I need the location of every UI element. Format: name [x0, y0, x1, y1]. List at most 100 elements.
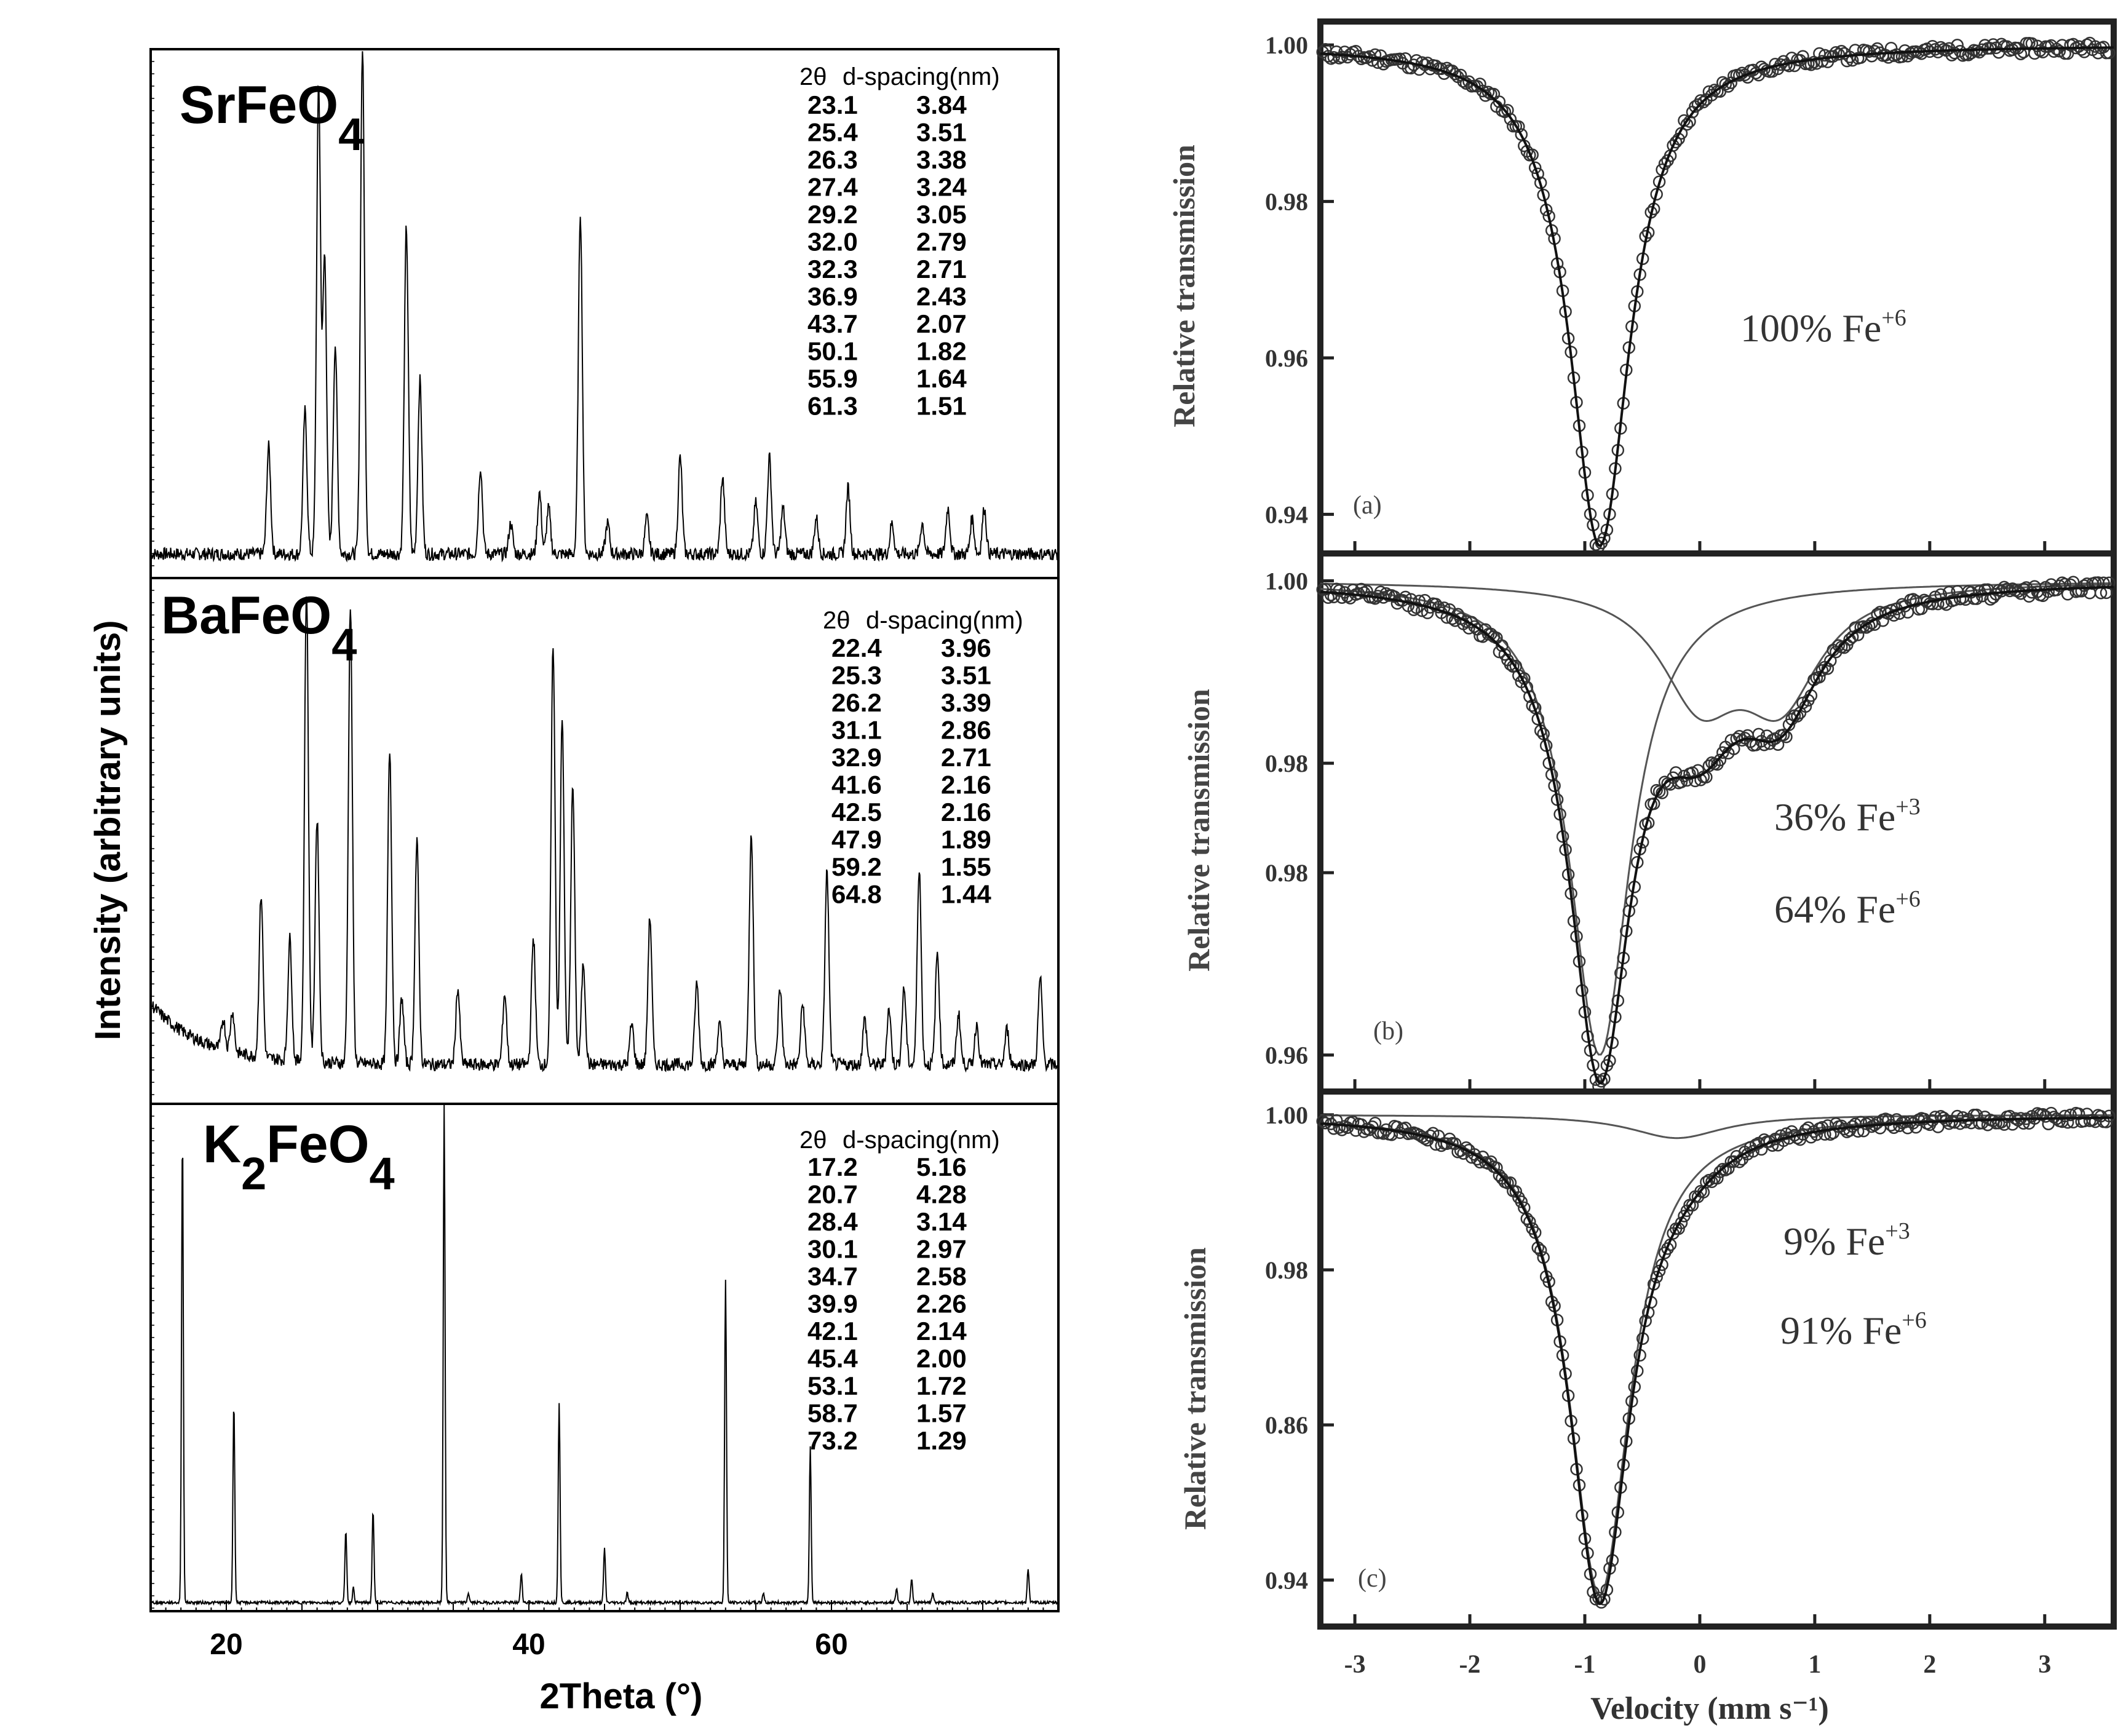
mossbauer-x-tick-label: 0 — [1693, 1651, 1706, 1679]
mossbauer-data-point — [1791, 710, 1804, 723]
table-2theta-value: 31.1 — [831, 716, 882, 745]
mossbauer-x-tick-label: 1 — [1808, 1651, 1821, 1679]
mossbauer-x-tick-label: 3 — [2038, 1651, 2051, 1679]
mossbauer-y-tick-label: 0.86 — [1265, 1411, 1308, 1439]
mossbauer-y-tick-label: 0.98 — [1265, 1256, 1308, 1284]
mossbauer-y-tick-label: 1.00 — [1265, 1101, 1308, 1129]
mossbauer-data-point — [1520, 681, 1534, 694]
xrd-x-tick-label: 20 — [210, 1628, 242, 1661]
table-2theta-value: 36.9 — [807, 282, 858, 311]
dspacing-table-k2feo4: 2θ d-spacing(nm) 17.2 5.16 20.7 4.28 28.4 3.1… — [799, 1127, 1000, 1455]
panel-label-b: (b) — [1373, 1017, 1403, 1045]
table-dspacing-value: 1.82 — [916, 337, 967, 366]
mossbauer-y-tick-label: 0.98 — [1265, 750, 1308, 777]
mossbauer-panel-c: 1.00 0.98 0.86 0.94 — [1265, 1088, 2117, 1630]
mossbauer-data-point — [2100, 1116, 2113, 1128]
mossbauer-y-tick-label: 1.00 — [1265, 31, 1308, 59]
table-2theta-value: 45.4 — [807, 1344, 858, 1373]
xrd-trace-srfeo4 — [150, 51, 1058, 563]
table-2theta-value: 25.3 — [831, 661, 882, 690]
mossbauer-data-point — [1595, 1075, 1608, 1088]
mossbauer-data-point — [1887, 609, 1900, 622]
mossbauer-data-point — [1523, 1215, 1536, 1229]
xrd-trace-bafeo4 — [150, 597, 1058, 1073]
mossbauer-fit-curve — [1320, 1116, 2114, 1606]
table-dspacing-value: 2.79 — [916, 228, 967, 256]
mossbauer-data-point — [1813, 670, 1826, 684]
annotation-b-fe6: 64% Fe+6 — [1774, 886, 1921, 931]
xrd-x-tick-label: 40 — [512, 1628, 545, 1661]
table-2theta-value: 43.7 — [807, 309, 858, 338]
table-dspacing-value: 1.29 — [916, 1426, 967, 1455]
table-dspacing-value: 3.51 — [941, 661, 991, 690]
mossbauer-data-point — [1713, 1165, 1727, 1178]
mossbauer-data-point — [2053, 44, 2066, 58]
mossbauer-panel-b: 1.00 0.98 0.98 0.96 — [1265, 550, 2117, 1095]
table-2theta-value: 22.4 — [831, 633, 882, 662]
table-dspacing-value: 3.05 — [916, 200, 967, 229]
mossbauer-data-point — [1719, 77, 1732, 91]
table-dspacing-value: 2.97 — [916, 1235, 967, 1264]
mossbauer-data-point — [1537, 188, 1550, 202]
mossbauer-x-tick-label: -2 — [1459, 1651, 1481, 1679]
mb-ylabel-a: Relative transmission — [1167, 145, 1201, 427]
table-dspacing-value: 2.86 — [941, 716, 991, 745]
table-dspacing-value: 3.51 — [916, 118, 967, 147]
mossbauer-data-point — [1346, 1116, 1360, 1128]
mossbauer-data-point — [1515, 1195, 1528, 1208]
mossbauer-y-tick-label: 0.96 — [1265, 344, 1308, 372]
mossbauer-y-tick-label: 0.94 — [1265, 1566, 1308, 1594]
table-dspacing-value: 3.24 — [916, 173, 967, 202]
mossbauer-chart: 1.00 0.98 0.96 0.94 1.00 0.98 0.98 0.96 1.00 0.98… — [1167, 18, 2117, 1726]
mossbauer-x-tick-label: -1 — [1574, 1651, 1596, 1679]
table-2theta-value: 23.1 — [807, 90, 858, 119]
table-dspacing-value: 1.64 — [916, 364, 967, 393]
mb-ylabel-c: Relative transmission — [1178, 1247, 1212, 1530]
table-2theta-value: 39.9 — [807, 1290, 858, 1318]
mossbauer-data-point — [1669, 135, 1683, 149]
table-2theta-value: 17.2 — [807, 1152, 858, 1181]
table-dspacing-value: 3.14 — [916, 1207, 967, 1236]
mossbauer-data-point — [1777, 728, 1790, 742]
table-2theta-value: 55.9 — [807, 364, 858, 393]
table-2theta-value: 32.3 — [807, 255, 858, 283]
annotation-b-fe3: 36% Fe+3 — [1774, 794, 1921, 839]
mossbauer-y-tick-label: 0.94 — [1265, 501, 1308, 528]
table-dspacing-value: 1.72 — [916, 1371, 967, 1400]
mossbauer-data-point — [1390, 1120, 1404, 1133]
mb-x-axis-label: Velocity (mm s⁻¹) — [1590, 1691, 1829, 1726]
table-header-2theta: 2θ — [799, 1127, 827, 1154]
mossbauer-data-point — [1929, 590, 1942, 603]
table-dspacing-value: 4.28 — [916, 1180, 967, 1209]
mossbauer-data-point — [1490, 1161, 1503, 1175]
table-dspacing-value: 1.51 — [916, 392, 967, 421]
mossbauer-y-tick-label: 0.98 — [1265, 188, 1308, 216]
mossbauer-frame — [1317, 1088, 2117, 1630]
table-dspacing-value: 2.26 — [916, 1290, 967, 1318]
table-2theta-value: 26.2 — [831, 688, 882, 717]
mossbauer-data-point — [1819, 1128, 1831, 1141]
mossbauer-data-point — [1368, 48, 1382, 61]
table-2theta-value: 42.1 — [807, 1317, 858, 1346]
annotation-a-fe6: 100% Fe+6 — [1740, 305, 1906, 350]
formula-srfeo4: SrFeO4 — [180, 76, 363, 160]
mossbauer-data-point — [1421, 57, 1434, 69]
mossbauer-data-point — [2077, 46, 2091, 58]
mossbauer-data-point — [1528, 161, 1542, 175]
table-dspacing-value: 2.71 — [941, 743, 991, 772]
table-header-dspacing: d-spacing(nm) — [866, 607, 1023, 634]
table-2theta-value: 27.4 — [807, 173, 858, 202]
mossbauer-data-point — [1932, 597, 1945, 611]
mossbauer-data-point — [1702, 1173, 1716, 1187]
table-2theta-value: 47.9 — [831, 825, 882, 854]
table-header-2theta: 2θ — [823, 607, 851, 634]
mossbauer-data-point — [1959, 1116, 1972, 1128]
mossbauer-data-point — [1531, 712, 1544, 726]
table-2theta-value: 25.4 — [807, 118, 858, 147]
table-2theta-value: 64.8 — [831, 880, 882, 909]
table-2theta-value: 41.6 — [831, 771, 882, 799]
mossbauer-data-point — [1846, 630, 1859, 644]
xrd-x-axis-label: 2Theta (°) — [540, 1676, 703, 1716]
